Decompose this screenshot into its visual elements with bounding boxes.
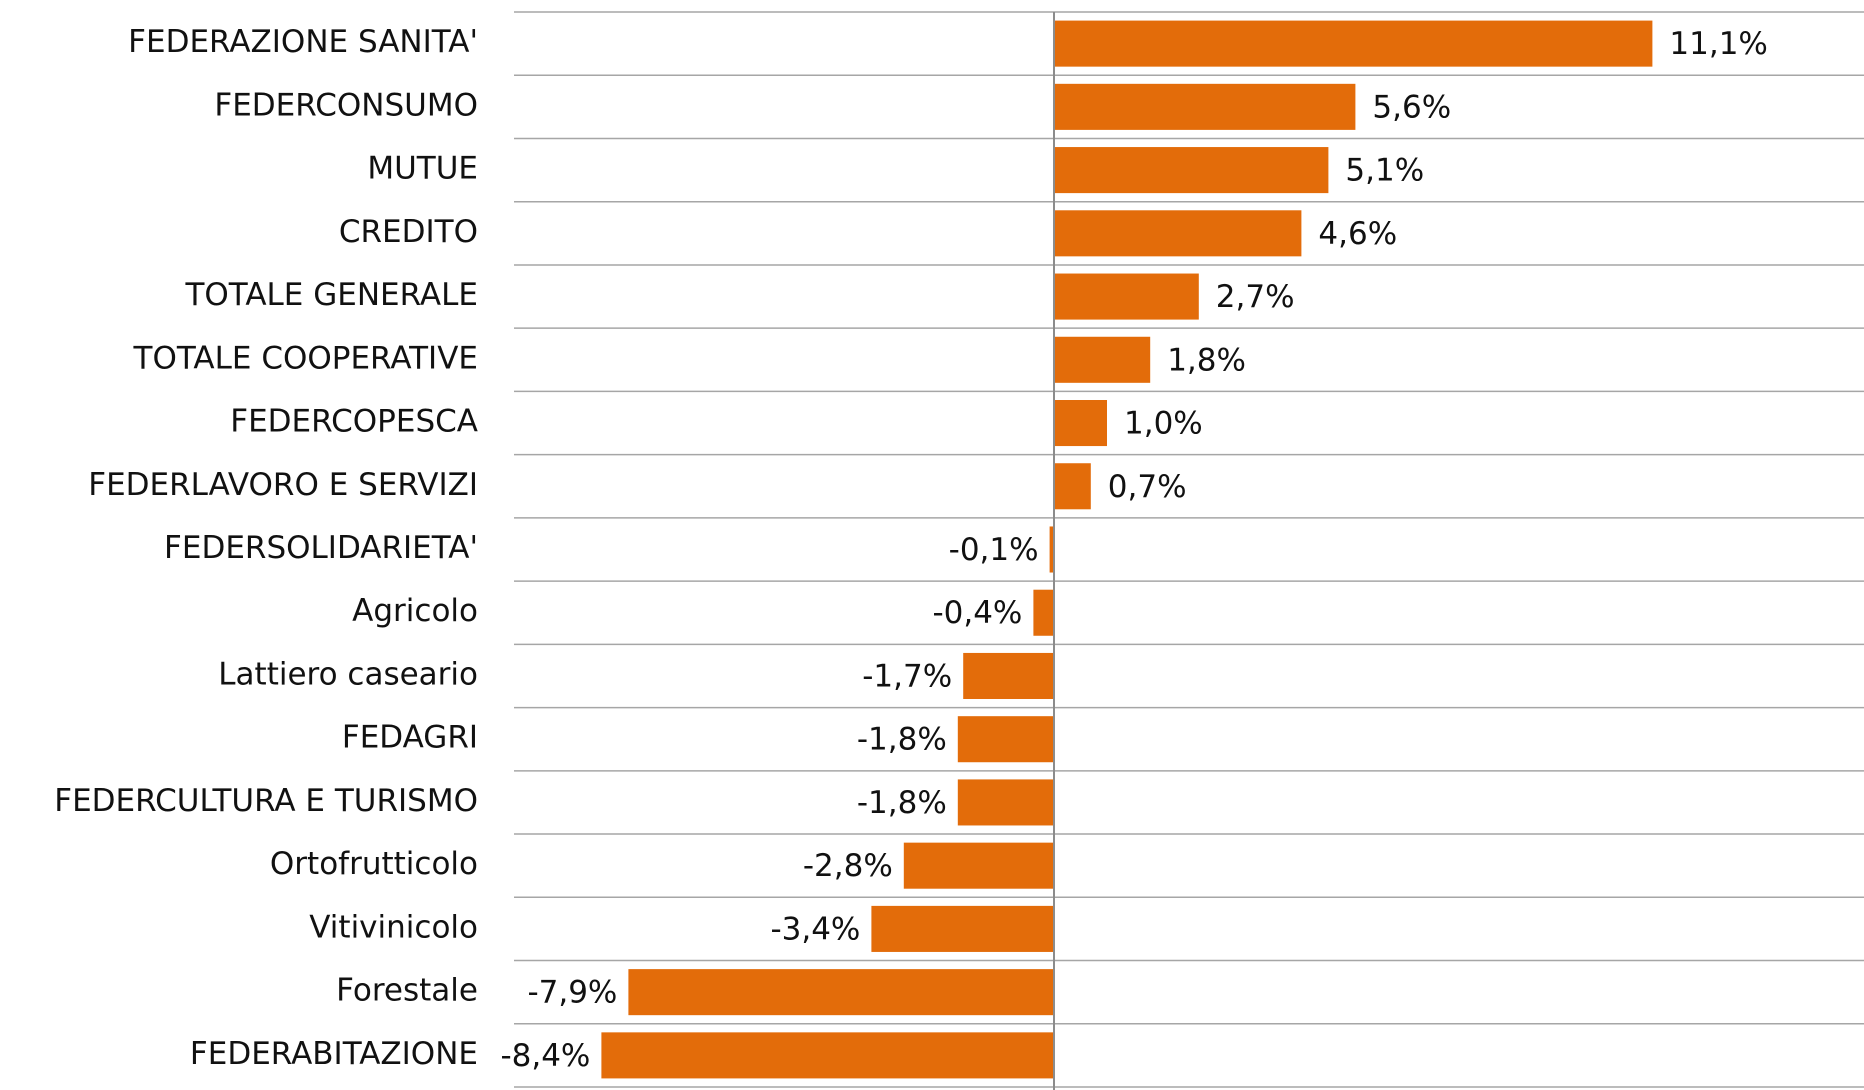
category-label: Forestale	[336, 973, 478, 1009]
bar	[901, 840, 1055, 891]
data-label: -0,1%	[949, 532, 1039, 568]
category-label: FEDERLAVORO E SERVIZI	[88, 467, 478, 503]
category-label: TOTALE GENERALE	[184, 277, 478, 313]
category-label: Vitivinicolo	[309, 909, 478, 945]
category-label: FEDERCONSUMO	[214, 87, 478, 123]
data-label: 0,7%	[1108, 469, 1187, 505]
bar	[1053, 145, 1331, 196]
bar	[1053, 398, 1109, 449]
data-label: -1,7%	[862, 658, 952, 694]
data-label: 4,6%	[1318, 216, 1397, 252]
data-label: 5,1%	[1345, 153, 1424, 189]
category-label: FEDERAZIONE SANITA'	[128, 24, 478, 60]
bar	[955, 714, 1055, 765]
bar	[1053, 18, 1655, 69]
data-label: -1,8%	[857, 722, 947, 758]
data-label: 2,7%	[1216, 279, 1295, 315]
data-label: -8,4%	[500, 1038, 590, 1074]
data-label: -3,4%	[770, 911, 860, 947]
data-label: 5,6%	[1372, 89, 1451, 125]
bar	[955, 777, 1055, 828]
bar	[626, 967, 1056, 1018]
category-label: FEDERCOPESCA	[230, 404, 478, 440]
data-label: -7,9%	[527, 975, 617, 1011]
data-label: 11,1%	[1669, 26, 1767, 62]
bar	[1053, 334, 1153, 385]
bar	[1053, 208, 1304, 259]
bar	[961, 650, 1056, 701]
category-label: FEDERCULTURA E TURISMO	[54, 783, 478, 819]
bar	[599, 1030, 1056, 1081]
category-label: CREDITO	[339, 214, 478, 250]
bar	[1031, 587, 1056, 638]
bar	[1053, 461, 1093, 512]
category-label: FEDERSOLIDARIETA'	[164, 530, 478, 566]
category-label: FEDERABITAZIONE	[190, 1036, 478, 1072]
category-label: Ortofrutticolo	[270, 846, 478, 882]
category-label: Agricolo	[352, 593, 478, 629]
data-label: -0,4%	[932, 595, 1022, 631]
data-label: 1,8%	[1167, 342, 1246, 378]
bar	[1053, 271, 1201, 322]
category-label: TOTALE COOPERATIVE	[133, 340, 478, 376]
data-label: -1,8%	[857, 785, 947, 821]
data-label: 1,0%	[1124, 406, 1203, 442]
bar	[1053, 81, 1358, 132]
data-label: -2,8%	[803, 848, 893, 884]
category-label: FEDAGRI	[342, 720, 478, 756]
bar	[869, 903, 1056, 954]
category-label: Lattiero caseario	[218, 656, 478, 692]
category-label: MUTUE	[367, 151, 478, 187]
